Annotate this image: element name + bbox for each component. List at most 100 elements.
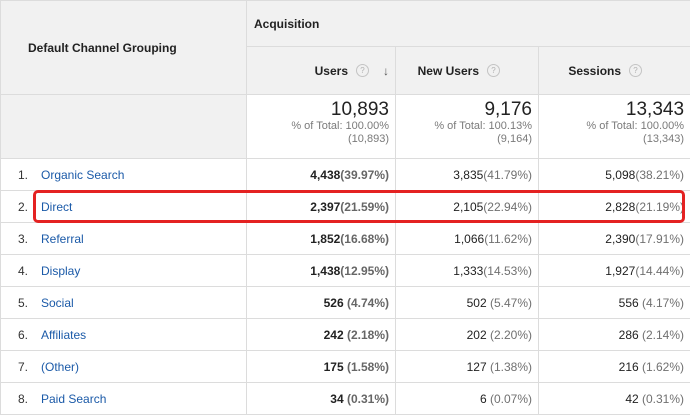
table-row: 8. Paid Search 34 (0.31%) 6 (0.07%) 42 (0… (0, 382, 690, 415)
sessions-percent-of-total: % of Total: 100.00% (586, 120, 685, 132)
sessions-value: 2,390 (605, 231, 636, 246)
sessions-percent: (17.91%) (635, 231, 685, 246)
new-users-percent: (22.94%) (483, 199, 532, 214)
users-value: 526 (323, 295, 344, 310)
sessions-column-header[interactable]: Sessions ? (537, 46, 690, 95)
users-value: 34 (330, 391, 344, 406)
channel-cell: 8. Paid Search (0, 382, 247, 415)
users-value: 242 (323, 327, 344, 342)
users-value: 175 (323, 359, 344, 374)
dimension-header-label: Default Channel Grouping (28, 40, 177, 55)
help-icon[interactable]: ? (356, 64, 369, 77)
users-header-label: Users (314, 63, 348, 78)
users-percent: (21.59%) (340, 199, 389, 214)
channel-link[interactable]: Affiliates (41, 327, 87, 342)
users-percent-of-total: % of Total: 100.00% (291, 120, 389, 132)
help-icon[interactable]: ? (487, 64, 500, 77)
table-row: 1. Organic Search 4,438(39.97%) 3,835(41.… (0, 158, 690, 191)
users-cell: 175 (1.58%) (246, 350, 396, 383)
users-cell: 2,397(21.59%) (246, 190, 396, 223)
channel-link[interactable]: Direct (41, 199, 73, 214)
users-cell: 526 (4.74%) (246, 286, 396, 319)
sessions-percent: (38.21%) (635, 167, 685, 182)
sessions-percent: (2.14%) (638, 327, 685, 342)
sessions-cell: 42 (0.31%) (537, 382, 690, 415)
new-users-percent: (0.07%) (486, 391, 532, 406)
row-index: 4. (18, 263, 29, 278)
sessions-value: 42 (625, 391, 639, 406)
new-users-percent: (1.38%) (486, 359, 532, 374)
channel-link[interactable]: Paid Search (41, 391, 107, 406)
new-users-percent: (41.79%) (483, 167, 532, 182)
new-users-value: 6 (479, 391, 487, 406)
channel-cell: 7. (Other) (0, 350, 247, 383)
channel-cell: 6. Affiliates (0, 318, 247, 351)
sessions-value: 216 (618, 359, 639, 374)
users-cell: 242 (2.18%) (246, 318, 396, 351)
users-cell: 1,438(12.95%) (246, 254, 396, 287)
new-users-header-label: New Users (417, 63, 479, 78)
new-users-percent: (14.53%) (483, 263, 532, 278)
new-users-cell: 3,835(41.79%) (395, 158, 539, 191)
new-users-cell: 202 (2.20%) (395, 318, 539, 351)
new-users-cell: 1,333(14.53%) (395, 254, 539, 287)
channel-cell: 4. Display (0, 254, 247, 287)
sessions-cell: 556 (4.17%) (537, 286, 690, 319)
users-column-header[interactable]: Users ? ↓ (246, 46, 396, 95)
table-row: 5. Social 526 (4.74%) 502 (5.47%) 556 (4.… (0, 286, 690, 319)
acquisition-group-label: Acquisition (254, 16, 320, 31)
new-users-total-value: 9,176 (484, 99, 532, 120)
row-index: 6. (18, 327, 29, 342)
row-index: 3. (18, 231, 29, 246)
sessions-value: 2,828 (605, 199, 636, 214)
users-site-total: (10,893) (348, 133, 389, 145)
users-percent: (4.74%) (343, 295, 389, 310)
sessions-cell: 2,390(17.91%) (537, 222, 690, 255)
help-icon[interactable]: ? (629, 64, 643, 77)
users-percent: (0.31%) (343, 391, 389, 406)
new-users-cell: 127 (1.38%) (395, 350, 539, 383)
channel-link[interactable]: Display (41, 263, 81, 278)
channel-link[interactable]: Social (41, 295, 74, 310)
sessions-header-label: Sessions (568, 63, 622, 78)
sessions-percent: (21.19%) (635, 199, 685, 214)
dimension-column-header[interactable]: Default Channel Grouping (0, 0, 247, 95)
new-users-value: 202 (466, 327, 487, 342)
sessions-total-value: 13,343 (625, 99, 685, 120)
new-users-value: 127 (466, 359, 487, 374)
sessions-percent: (1.62%) (638, 359, 685, 374)
table-row: 3. Referral 1,852(16.68%) 1,066(11.62%) 2… (0, 222, 690, 255)
sessions-value: 556 (618, 295, 639, 310)
row-index: 7. (18, 359, 29, 374)
sessions-site-total: (13,343) (643, 133, 685, 145)
new-users-percent-of-total: % of Total: 100.13% (434, 120, 532, 132)
new-users-column-header[interactable]: New Users ? (395, 46, 539, 95)
sessions-cell: 286 (2.14%) (537, 318, 690, 351)
table-row: 7. (Other) 175 (1.58%) 127 (1.38%) 216 (1… (0, 350, 690, 383)
channel-cell: 5. Social (0, 286, 247, 319)
row-index: 2. (18, 199, 29, 214)
channel-link[interactable]: Organic Search (41, 167, 125, 182)
table-row: 2. Direct 2,397(21.59%) 2,105(22.94%) 2,8… (0, 190, 690, 223)
users-value: 2,397 (310, 199, 341, 214)
channel-cell: 1. Organic Search (0, 158, 247, 191)
users-percent: (2.18%) (343, 327, 389, 342)
channel-rows: 1. Organic Search 4,438(39.97%) 3,835(41.… (0, 158, 690, 415)
users-cell: 1,852(16.68%) (246, 222, 396, 255)
channel-link[interactable]: (Other) (41, 359, 80, 374)
channel-link[interactable]: Referral (41, 231, 84, 246)
users-total-value: 10,893 (330, 99, 389, 120)
users-summary-cell: 10,893 % of Total: 100.00% (10,893) (246, 94, 396, 159)
users-percent: (39.97%) (340, 167, 389, 182)
new-users-value: 502 (466, 295, 487, 310)
table-row: 4. Display 1,438(12.95%) 1,333(14.53%) 1,… (0, 254, 690, 287)
users-percent: (16.68%) (340, 231, 389, 246)
sort-descending-icon[interactable]: ↓ (383, 63, 389, 78)
sessions-value: 5,098 (605, 167, 636, 182)
users-percent: (1.58%) (343, 359, 389, 374)
new-users-percent: (2.20%) (486, 327, 532, 342)
sessions-value: 286 (618, 327, 639, 342)
users-value: 1,438 (310, 263, 341, 278)
